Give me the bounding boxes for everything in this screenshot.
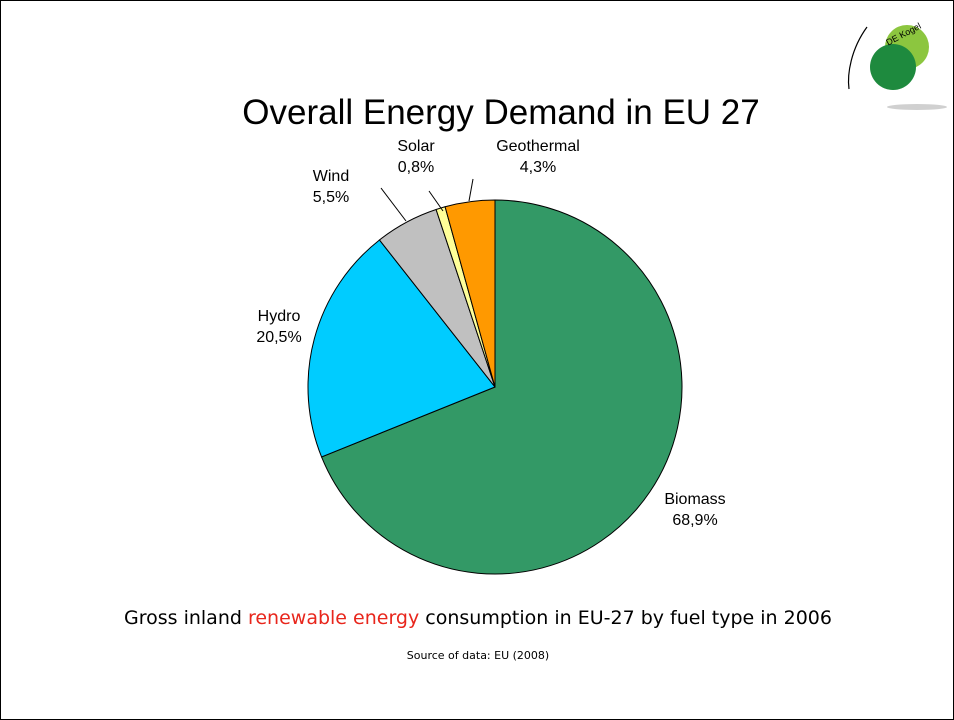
slice-value-biomass: 68,9% (672, 512, 717, 529)
de-kogel-logo: DE Kogel (847, 21, 947, 110)
slice-name-geothermal: Geothermal (496, 138, 580, 155)
logo-swoosh (847, 26, 868, 90)
leader-line-solar (428, 190, 444, 212)
chart-title: Overall Energy Demand in EU 27 (242, 93, 760, 132)
slice-label-biomass: Biomass 68,9% (664, 491, 725, 529)
slice-value-wind: 5,5% (313, 189, 349, 206)
slice-label-wind: Wind 5,5% (313, 168, 349, 206)
pie-slice-geothermal (444, 199, 496, 388)
caption-highlight: renewable energy (247, 607, 420, 629)
slice-value-solar: 0,8% (398, 159, 434, 176)
pie-slice-hydro (307, 239, 496, 458)
slice-name-solar: Solar (397, 138, 435, 155)
slice-label-hydro: Hydro 20,5% (256, 308, 301, 346)
slice-value-geothermal: 4,3% (520, 159, 556, 176)
chart-caption: Gross inland renewable energy consumptio… (1, 607, 953, 629)
slice-name-biomass: Biomass (664, 491, 725, 508)
slice-name-wind: Wind (313, 168, 349, 185)
caption-pre: Gross inland (124, 607, 248, 629)
leader-line-geothermal (468, 178, 474, 202)
logo-green-circle (870, 44, 916, 90)
slice-label-solar: Solar 0,8% (397, 138, 435, 176)
slice-value-hydro: 20,5% (256, 329, 301, 346)
logo-shadow (887, 104, 947, 110)
data-source: Source of data: EU (2008) (406, 649, 550, 662)
pie-slice-biomass (320, 199, 683, 575)
slice-name-hydro: Hydro (258, 308, 301, 325)
slice-label-geothermal: Geothermal 4,3% (496, 138, 580, 176)
caption-post: consumption in EU-27 by fuel type in 200… (419, 607, 832, 629)
leader-line-wind (380, 187, 407, 222)
